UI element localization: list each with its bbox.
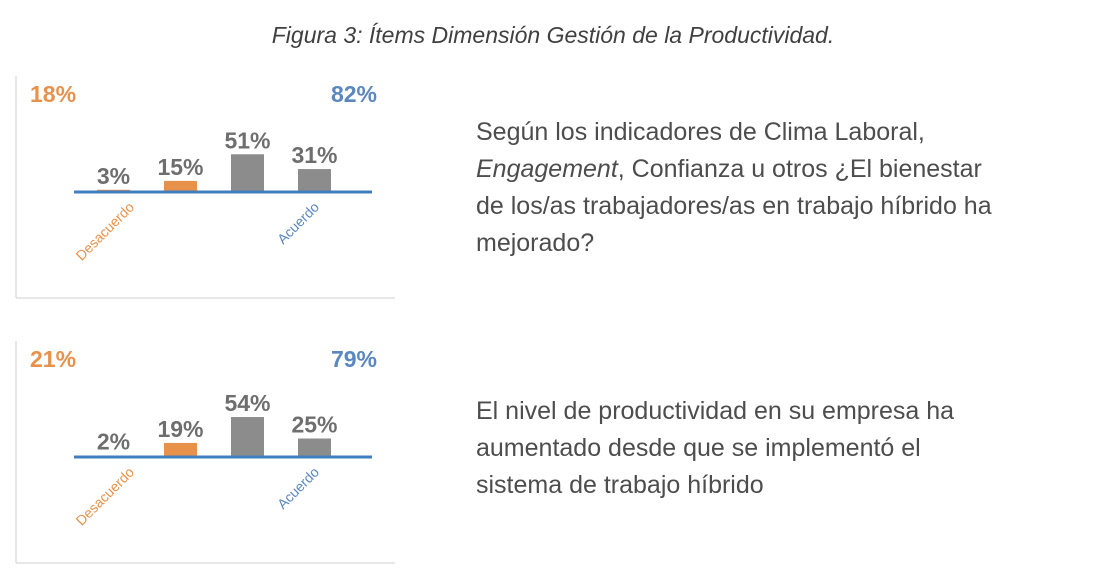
question-1-italic: Engagement xyxy=(476,155,618,183)
figure-title: Figura 3: Ítems Dimensión Gestión de la … xyxy=(271,22,835,48)
question-1-line-4: mejorado? xyxy=(476,229,595,257)
axis-label-disagree: Desacuerdo xyxy=(72,464,137,529)
bar xyxy=(164,180,197,192)
data-label: 31% xyxy=(291,142,337,168)
axis-label-disagree: Desacuerdo xyxy=(72,199,137,264)
bar xyxy=(298,438,331,457)
bar xyxy=(231,417,264,457)
question-1-line-1: Según los indicadores de Clima Laboral, xyxy=(476,118,925,146)
question-2-line-2: aumentado desde que se implementó el xyxy=(476,434,921,462)
question-1-line-3: de los/as trabajadores/as en trabajo híb… xyxy=(476,192,992,220)
bar xyxy=(298,169,331,192)
summary-agree: 82% xyxy=(331,81,377,107)
summary-disagree: 21% xyxy=(30,346,76,372)
question-1: Según los indicadores de Clima Laboral, … xyxy=(476,114,1076,262)
question-1-line-2: Engagement, Confianza u otros ¿El bienes… xyxy=(476,151,1076,188)
bar xyxy=(231,154,264,192)
data-label: 3% xyxy=(97,163,130,189)
question-1-line-2-rest: , Confianza u otros ¿El bienestar xyxy=(617,155,982,183)
question-2: El nivel de productividad en su empresa … xyxy=(476,393,1076,504)
bar xyxy=(164,442,197,457)
data-label: 51% xyxy=(224,127,270,153)
question-2-line-3: sistema de trabajo híbrido xyxy=(476,471,764,499)
axis-label-agree: Acuerdo xyxy=(274,464,322,512)
data-label: 2% xyxy=(97,429,130,455)
summary-agree: 79% xyxy=(331,346,377,372)
data-label: 15% xyxy=(157,154,203,180)
summary-disagree: 18% xyxy=(30,81,76,107)
data-label: 19% xyxy=(157,416,203,442)
chart-panel-1: 18% 82% 3% 15% 51% 31% Desacuerdo Acuerdo Según… xyxy=(0,70,1106,320)
data-label: 25% xyxy=(291,412,337,438)
bar-chart-1: 18% 82% 3% 15% 51% 31% Desacuerdo Acuerdo xyxy=(15,76,395,299)
bar-chart-2: 21% 79% 2% 19% 54% 25% Desacuerdo Acuerdo xyxy=(15,341,395,564)
data-label: 54% xyxy=(224,390,270,416)
axis-label-agree: Acuerdo xyxy=(274,199,322,247)
question-2-line-1: El nivel de productividad en su empresa … xyxy=(476,397,955,425)
chart-panel-2: 21% 79% 2% 19% 54% 25% Desacuerdo Acuerdo El ni… xyxy=(0,335,1106,585)
